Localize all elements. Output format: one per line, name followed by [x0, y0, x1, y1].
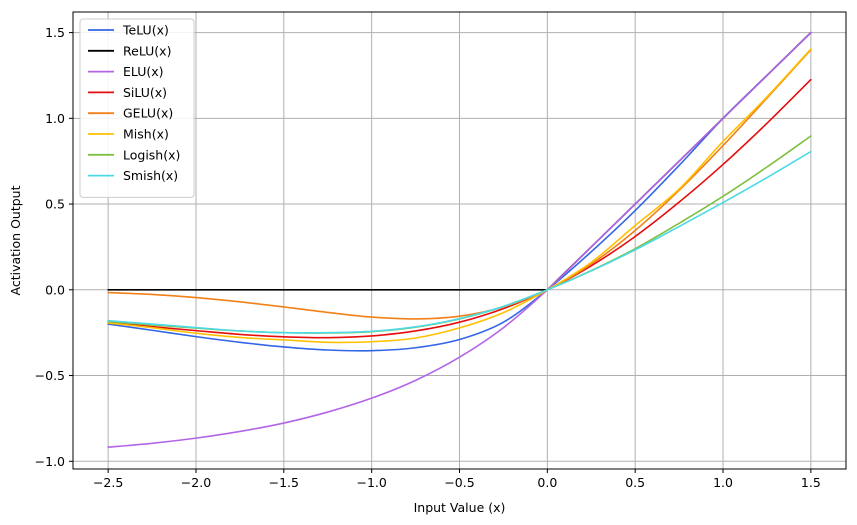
x-tick-label: −2.5: [93, 475, 123, 490]
legend-label-gelu: GELU(x): [123, 106, 173, 121]
x-tick-label: 0.5: [625, 475, 645, 490]
legend-label-telu: TeLU(x): [122, 23, 169, 38]
x-tick-label: −0.5: [444, 475, 474, 490]
y-tick-label: 1.5: [45, 25, 65, 40]
x-tick-label: −1.0: [356, 475, 386, 490]
legend-label-elu: ELU(x): [123, 64, 164, 79]
legend-label-relu: ReLU(x): [123, 43, 171, 58]
y-tick-label: −1.0: [35, 454, 65, 469]
series-line-telu: [107, 31, 812, 352]
series-line-smish: [107, 150, 812, 334]
legend-label-logish: Logish(x): [123, 147, 180, 162]
legend: TeLU(x) ReLU(x) ELU(x) SiLU(x) GELU(x) Mish(x…: [79, 18, 195, 198]
legend-label-smish: Smish(x): [123, 168, 178, 183]
legend-label-mish: Mish(x): [123, 127, 169, 142]
series-line-gelu: [107, 48, 812, 320]
legend-box: [79, 18, 195, 198]
y-axis-label: Activation Output: [8, 185, 23, 295]
x-tick-label: 1.5: [801, 475, 821, 490]
axis-ticks: −2.5 −2.0 −1.5 −1.0 −0.5 0.0 0.5 1.0 1.5 −1.0 −0.5…: [35, 25, 821, 490]
legend-label-silu: SiLU(x): [123, 85, 167, 100]
series-line-elu: [107, 31, 812, 449]
y-tick-label: 1.0: [45, 111, 65, 126]
y-tick-label: 0.5: [45, 197, 65, 212]
series-lines: [107, 31, 812, 449]
x-tick-label: 0.0: [537, 475, 557, 490]
x-tick-label: −2.0: [181, 475, 211, 490]
series-line-mish: [107, 48, 812, 344]
y-tick-label: −0.5: [35, 368, 65, 383]
x-axis-label: Input Value (x): [414, 500, 506, 515]
series-line-silu: [107, 78, 812, 339]
x-tick-label: 1.0: [713, 475, 733, 490]
x-tick-label: −1.5: [269, 475, 299, 490]
y-tick-label: 0.0: [45, 282, 65, 297]
